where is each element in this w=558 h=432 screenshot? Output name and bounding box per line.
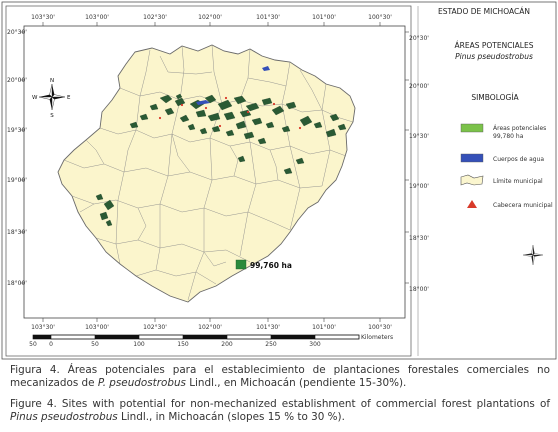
lon-label-top: 100°30' — [368, 14, 392, 21]
lat-labels-right: 20°30' 20°00' 19°30' 19°00' 18°30' 18°00… — [409, 35, 429, 293]
area-label: 99,760 ha — [250, 261, 292, 270]
lon-label-top: 101°30' — [256, 14, 280, 21]
figure-caption-english: Figure 4. Sites with potential for non-m… — [10, 398, 550, 423]
scale-bar: 50 0 50 100 150 200 250 300 Kilometers — [29, 334, 393, 348]
legend-panel: ESTADO DE MICHOACÁN ÁREAS POTENCIALES Pi… — [438, 7, 553, 209]
lat-label-left: 20°00' — [7, 77, 27, 84]
legend-label-potential-area: 99,780 ha — [493, 133, 524, 140]
scale-tick-label: 250 — [265, 341, 277, 348]
lon-label-bottom: 103°00' — [85, 324, 109, 331]
lon-labels-bottom: 103°30' 103°00' 102°30' 102°00' 101°30' … — [31, 324, 392, 331]
lon-labels-top: 103°30' 103°00' 102°30' 102°00' 101°30' … — [31, 14, 392, 21]
area-swatch — [235, 259, 247, 270]
scale-unit-label: Kilometers — [361, 334, 393, 341]
lon-label-top: 102°30' — [143, 14, 167, 21]
caption-es-prefix: Figura 4. Áreas potenciales para el esta… — [10, 364, 550, 389]
compass-e-label: E — [67, 95, 71, 101]
scale-tick-label: 0 — [49, 341, 53, 348]
legend-swatch-potential — [460, 123, 484, 133]
lon-label-top: 101°00' — [312, 14, 336, 21]
lat-label-left: 19°00' — [7, 177, 27, 184]
compass-s-label: S — [50, 113, 54, 119]
lat-label-right: 20°30' — [409, 35, 429, 42]
legend-swatch-water — [460, 153, 484, 163]
lat-label-left: 19°30' — [7, 127, 27, 134]
caption-en-suffix: Lindl., in Michoacán (slopes 15 % to 30 … — [117, 410, 345, 423]
lat-label-right: 19°00' — [409, 183, 429, 190]
legend-state-title: ESTADO DE MICHOACÁN — [438, 7, 530, 16]
lat-label-left: 20°30' — [7, 29, 27, 36]
figure-caption-spanish: Figura 4. Áreas potenciales para el esta… — [10, 364, 550, 389]
compass-w-label: W — [32, 95, 38, 101]
graticule-ticks — [20, 22, 409, 322]
legend-label-municipal-seat: Cabecera municipal — [493, 202, 553, 209]
scale-tick-label: 100 — [133, 341, 145, 348]
lat-labels-left: 20°30' 20°00' 19°30' 19°00' 18°30' 18°00… — [7, 29, 27, 287]
legend-symbology-title: SIMBOLOGÍA — [471, 93, 519, 102]
municipal-seats — [158, 96, 302, 130]
caption-es-suffix: Lindl., en Michoacán (pendiente 15-30%). — [185, 376, 407, 389]
lat-label-right: 18°30' — [409, 235, 429, 242]
lat-label-left: 18°30' — [7, 229, 27, 236]
legend-label-potential: Áreas potenciales — [493, 125, 546, 132]
scale-tick-label: 300 — [309, 341, 321, 348]
municipal-boundaries — [63, 44, 354, 301]
lat-label-right: 19°30' — [409, 133, 429, 140]
lon-label-top: 102°00' — [198, 14, 222, 21]
lon-label-top: 103°30' — [31, 14, 55, 21]
lat-label-left: 18°00' — [7, 280, 27, 287]
water-bodies — [196, 66, 270, 105]
caption-en-species: Pinus pseudostrobus — [10, 410, 118, 423]
compass-rose-legend — [522, 244, 544, 266]
lon-label-bottom: 103°30' — [31, 324, 55, 331]
caption-es-species: P. pseudostrobus — [97, 376, 186, 389]
legend-label-water: Cuerpos de agua — [493, 156, 544, 163]
lon-label-bottom: 101°30' — [256, 324, 280, 331]
compass-n-label: N — [50, 78, 54, 84]
legend-subject-title: ÁREAS POTENCIALES — [455, 41, 534, 50]
lon-label-bottom: 102°30' — [143, 324, 167, 331]
lon-label-bottom: 102°00' — [198, 324, 222, 331]
lon-label-top: 103°00' — [85, 14, 109, 21]
legend-symbol-municipal-boundary — [460, 174, 484, 186]
scale-tick-label: 50 — [91, 341, 99, 348]
lon-label-bottom: 101°00' — [312, 324, 336, 331]
scale-tick-label: 150 — [177, 341, 189, 348]
lat-label-right: 20°00' — [409, 83, 429, 90]
legend-label-municipal-boundary: Límite municipal — [493, 178, 543, 185]
lon-label-bottom: 100°30' — [368, 324, 392, 331]
legend-symbol-municipal-seat — [467, 200, 477, 208]
lat-label-right: 18°00' — [409, 286, 429, 293]
compass-rose-map: N S E W — [32, 78, 71, 119]
caption-en-prefix: Figure 4. Sites with potential for non-m… — [10, 398, 550, 410]
potential-areas — [95, 93, 347, 227]
scale-tick-label: 200 — [221, 341, 233, 348]
scale-tick-label: 50 — [29, 341, 37, 348]
legend-species: Pinus pseudostrobus — [455, 52, 533, 61]
